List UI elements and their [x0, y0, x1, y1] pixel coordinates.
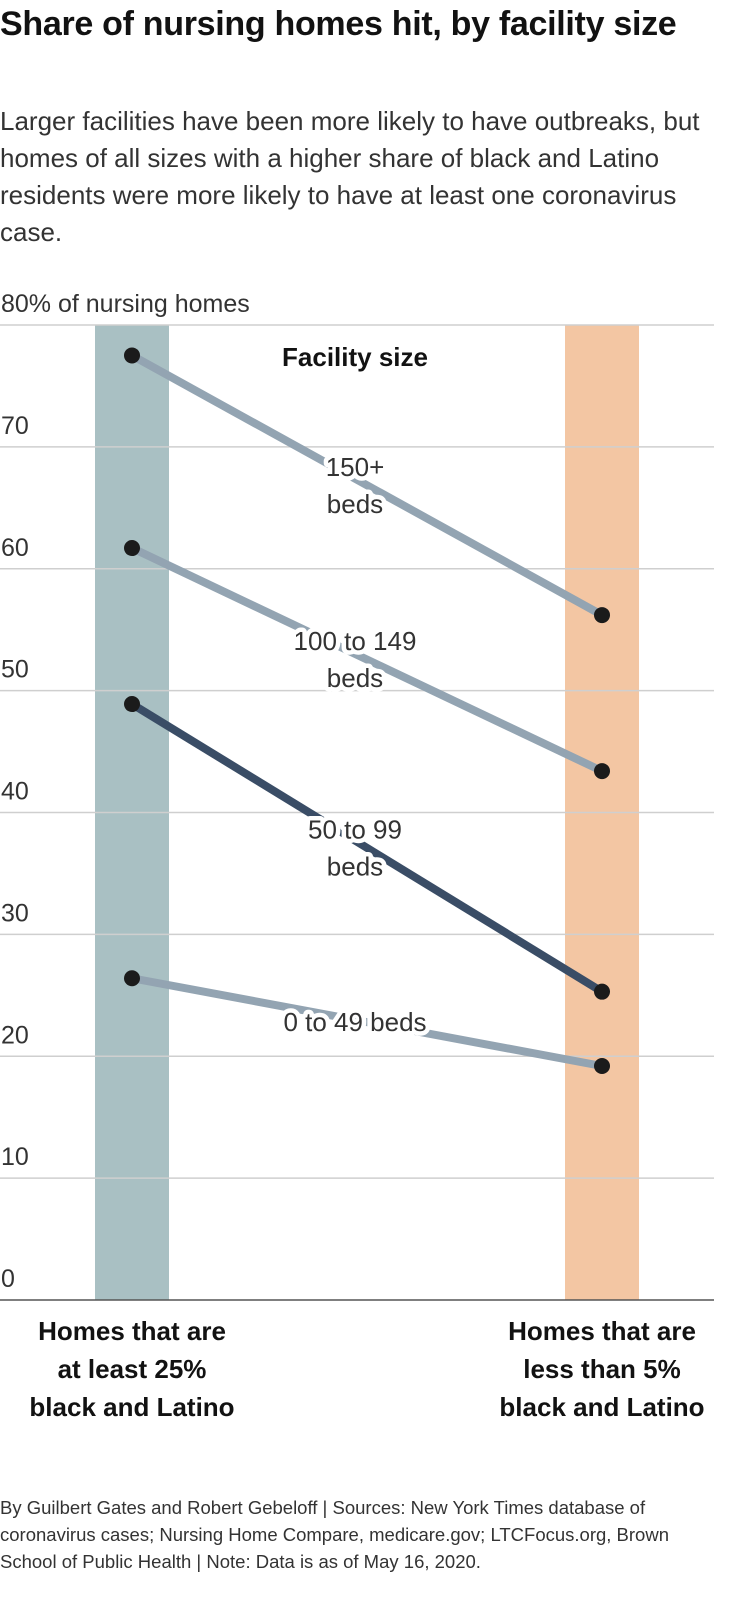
category-label-2-line-2: less than 5%: [523, 1354, 681, 1384]
y-tick-label-30: 30: [1, 899, 29, 927]
series-2-point-1: [124, 540, 140, 557]
y-tick-label-0: 0: [1, 1265, 15, 1293]
series-label-2-line-2: beds: [327, 663, 383, 693]
series-label-1-line-1: 150+: [326, 452, 385, 482]
source-note: By Guilbert Gates and Robert Gebeloff | …: [0, 1497, 669, 1572]
category-label-2-line-1: Homes that are: [508, 1316, 696, 1346]
series-3-point-1: [124, 696, 140, 713]
category-label-1-line-3: black and Latino: [29, 1392, 234, 1422]
y-tick-label-80: 80% of nursing homes: [1, 290, 250, 318]
y-tick-label-20: 20: [1, 1021, 29, 1049]
series-line-3: [129, 700, 605, 996]
legend-title: Facility size: [282, 342, 428, 372]
series-label-1-line-2: beds: [327, 489, 383, 519]
series-line-4: [131, 974, 603, 1070]
category-label-2-line-3: black and Latino: [499, 1392, 704, 1422]
category-label-1-line-1: Homes that are: [38, 1316, 226, 1346]
series-2-point-2: [594, 763, 610, 780]
series-1-point-1: [124, 347, 140, 364]
series-label-2-line-1: 100 to 149: [294, 626, 417, 656]
series-label-4-line-1: 0 to 49 beds: [283, 1007, 426, 1037]
series-label-3-line-1: 50 to 99: [308, 814, 402, 844]
series-3-point-2: [594, 983, 610, 1000]
y-tick-label-40: 40: [1, 778, 29, 806]
chart-title: Share of nursing homes hit, by facility …: [0, 5, 677, 43]
y-tick-label-50: 50: [1, 656, 29, 684]
category-label-1-line-2: at least 25%: [58, 1354, 207, 1384]
series-1-point-2: [594, 607, 610, 624]
y-tick-label-10: 10: [1, 1143, 29, 1171]
y-tick-label-60: 60: [1, 534, 29, 562]
series-line-2: [130, 544, 604, 775]
series-label-3-line-2: beds: [327, 851, 383, 881]
slope-chart: 0 10 20 30 40 50 60 70 80% of nursing homes Facil…: [0, 290, 714, 1422]
series-line-1: [130, 351, 604, 619]
chart-subtitle: Larger facilities have been more likely …: [0, 106, 700, 247]
y-tick-label-70: 70: [1, 412, 29, 440]
series-4-point-2: [594, 1058, 610, 1074]
series-4-point-1: [124, 970, 140, 987]
